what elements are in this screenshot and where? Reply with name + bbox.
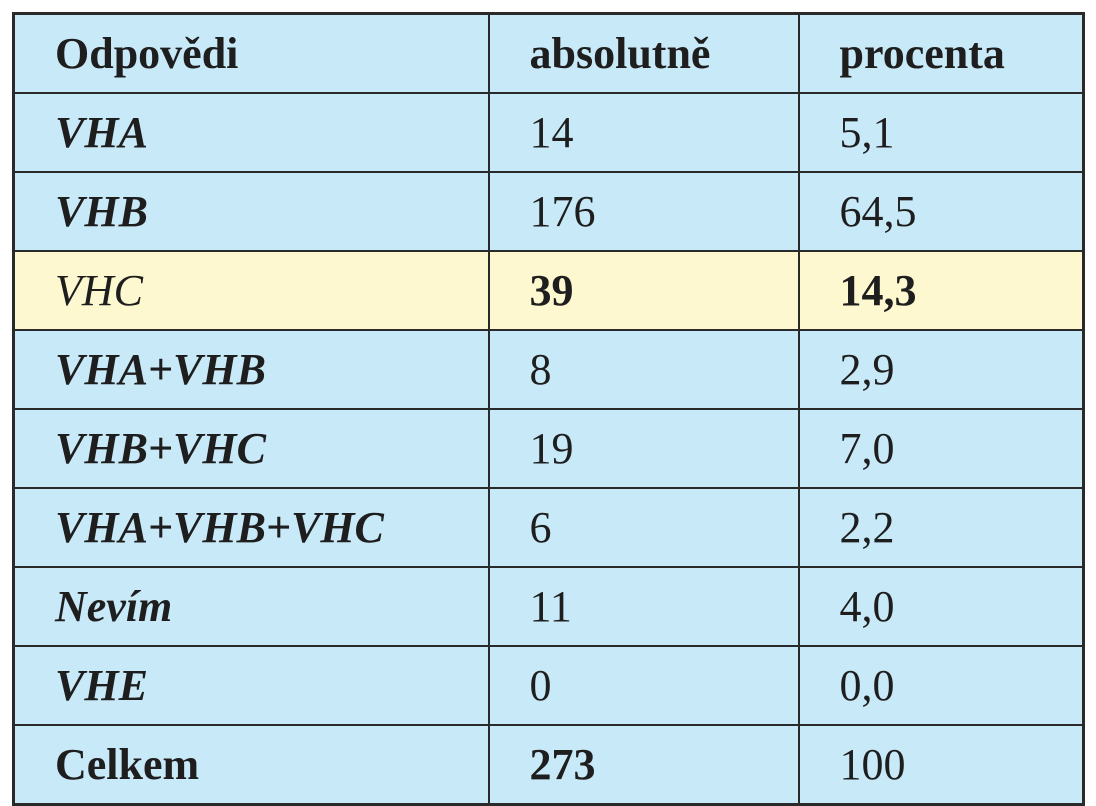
row: VHA+VHB+VHC 6 2,2 bbox=[12, 487, 1085, 568]
answer-cell: Nevím bbox=[12, 566, 490, 647]
percent-cell: 64,5 bbox=[797, 171, 1085, 252]
percent-cell: 5,1 bbox=[797, 92, 1085, 173]
answer-cell: VHB+VHC bbox=[12, 408, 490, 489]
count-cell: 14 bbox=[487, 92, 800, 173]
answer-cell: VHA bbox=[12, 92, 490, 173]
header-cell: procenta bbox=[797, 12, 1085, 94]
count-cell: 19 bbox=[487, 408, 800, 489]
count-cell: 11 bbox=[487, 566, 800, 647]
answer-cell: Celkem bbox=[12, 724, 490, 806]
count-cell: 176 bbox=[487, 171, 800, 252]
count-cell: 6 bbox=[487, 487, 800, 568]
row: VHE 0 0,0 bbox=[12, 645, 1085, 726]
answer-cell: VHE bbox=[12, 645, 490, 726]
percent-cell: 7,0 bbox=[797, 408, 1085, 489]
percent-cell: 100 bbox=[797, 724, 1085, 806]
row: Nevím 11 4,0 bbox=[12, 566, 1085, 647]
header-cell: absolutně bbox=[487, 12, 800, 94]
row: VHB 176 64,5 bbox=[12, 171, 1085, 252]
row: VHA 14 5,1 bbox=[12, 92, 1085, 173]
count-cell: 273 bbox=[487, 724, 800, 806]
count-cell: 0 bbox=[487, 645, 800, 726]
results-table: Odpovědi absolutně procenta VHA 14 5,1 V… bbox=[12, 12, 1085, 806]
percent-cell: 2,9 bbox=[797, 329, 1085, 410]
percent-cell: 0,0 bbox=[797, 645, 1085, 726]
answer-cell: VHB bbox=[12, 171, 490, 252]
answer-cell: VHA+VHB+VHC bbox=[12, 487, 490, 568]
answer-cell: VHC bbox=[12, 250, 490, 331]
highlighted-row: VHC 39 14,3 bbox=[12, 250, 1085, 331]
answer-cell: VHA+VHB bbox=[12, 329, 490, 410]
row: VHB+VHC 19 7,0 bbox=[12, 408, 1085, 489]
count-cell: 39 bbox=[487, 250, 800, 331]
count-cell: 8 bbox=[487, 329, 800, 410]
percent-cell: 2,2 bbox=[797, 487, 1085, 568]
header-cell: Odpovědi bbox=[12, 12, 490, 94]
row: VHA+VHB 8 2,9 bbox=[12, 329, 1085, 410]
header-row: Odpovědi absolutně procenta bbox=[12, 12, 1085, 94]
percent-cell: 14,3 bbox=[797, 250, 1085, 331]
total-row: Celkem 273 100 bbox=[12, 724, 1085, 806]
percent-cell: 4,0 bbox=[797, 566, 1085, 647]
